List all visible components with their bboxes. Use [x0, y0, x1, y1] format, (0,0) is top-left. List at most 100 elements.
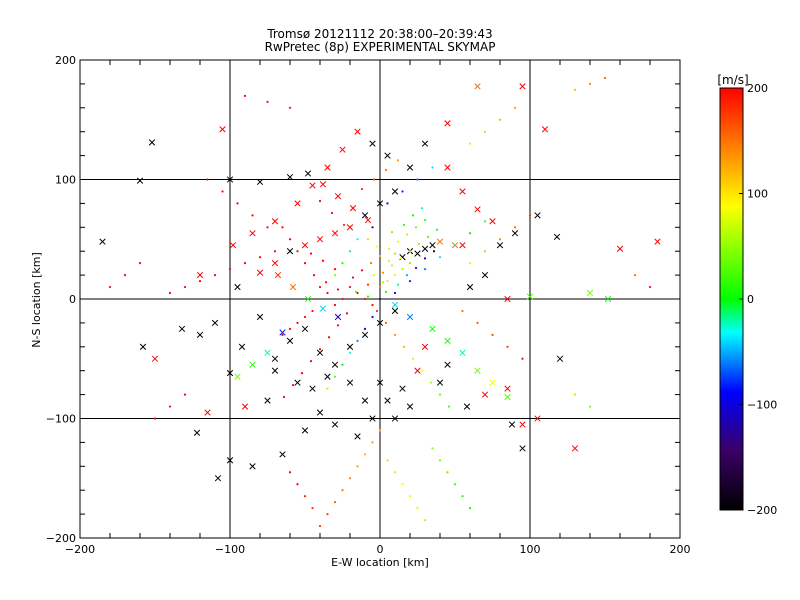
data-point-dot	[420, 207, 424, 210]
data-point-dot	[243, 262, 247, 265]
data-point-dot	[348, 285, 352, 289]
data-point-x	[346, 379, 354, 386]
y-tick-label: 100	[55, 174, 76, 187]
data-point-x	[496, 242, 504, 249]
data-point-dot	[491, 333, 494, 336]
y-tick-label: 0	[69, 293, 76, 306]
data-point-x	[414, 250, 421, 257]
data-point-x	[226, 176, 234, 183]
data-point-x	[334, 193, 342, 200]
data-point-dot	[446, 471, 449, 474]
data-point-dot	[300, 371, 304, 375]
data-point-dot	[386, 459, 389, 462]
data-point-dot	[438, 393, 442, 396]
data-point-dot	[366, 283, 370, 286]
data-point-x	[301, 242, 309, 249]
data-point-dot	[356, 238, 359, 241]
data-point-dot	[408, 495, 412, 498]
data-point-x	[271, 367, 279, 374]
data-point-dot	[399, 257, 403, 260]
data-point-dot	[423, 518, 427, 522]
data-point-x	[504, 295, 511, 303]
data-point-x	[421, 343, 429, 350]
data-point-dot	[108, 285, 112, 289]
data-point-dot	[438, 459, 442, 462]
data-point-x	[354, 433, 361, 440]
data-point-x	[406, 403, 414, 410]
data-point-dot	[168, 405, 172, 408]
data-point-dot	[363, 453, 367, 456]
data-point-x	[279, 329, 286, 336]
data-point-dot	[378, 297, 382, 301]
data-point-dot	[468, 142, 472, 145]
data-point-dot	[206, 178, 209, 181]
data-point-x	[504, 393, 511, 401]
data-point-dot	[390, 264, 394, 267]
data-point-x	[331, 421, 339, 428]
data-point-dot	[330, 211, 334, 215]
data-point-dot	[296, 250, 299, 253]
data-point-dot	[221, 190, 224, 193]
data-point-dot	[588, 82, 592, 85]
data-point-dot	[371, 441, 374, 444]
data-point-dot	[318, 524, 322, 528]
data-point-dot	[414, 266, 418, 270]
colorbar-tick-label: 0	[747, 293, 754, 306]
data-point-dot	[333, 303, 337, 307]
data-point-x	[294, 379, 301, 386]
data-point-dot	[416, 507, 419, 510]
data-point-dot	[326, 387, 329, 390]
x-axis-label: E-W location [km]	[331, 556, 429, 569]
data-point-x	[444, 337, 451, 344]
data-point-dot	[360, 269, 364, 272]
data-point-dot	[333, 274, 337, 277]
data-point-x	[334, 313, 342, 321]
data-point-dot	[236, 202, 239, 205]
data-point-dot	[396, 159, 400, 162]
data-point-x	[271, 355, 279, 362]
data-point-dot	[386, 202, 389, 205]
x-tick-label: 0	[377, 543, 384, 556]
data-point-x	[229, 242, 237, 249]
data-point-x	[376, 319, 384, 327]
data-point-dot	[333, 268, 337, 271]
data-point-x	[369, 415, 376, 422]
data-point-x	[384, 152, 391, 159]
colorbar-tick-label: −100	[747, 399, 777, 412]
data-point-x	[489, 218, 496, 225]
data-point-x	[436, 379, 444, 386]
data-point-dot	[633, 274, 637, 277]
data-point-dot	[266, 226, 269, 229]
data-point-dot	[153, 417, 157, 420]
data-point-x	[214, 475, 222, 482]
data-point-x	[331, 361, 339, 368]
data-point-dot	[318, 285, 322, 289]
data-point-x	[571, 445, 579, 452]
data-point-x	[211, 319, 219, 327]
data-point-x	[226, 369, 234, 377]
data-point-dot	[384, 168, 388, 172]
data-point-x	[553, 233, 561, 241]
data-point-dot	[183, 393, 187, 396]
data-point-dot	[366, 295, 370, 298]
data-point-x	[204, 409, 211, 416]
data-point-dot	[288, 238, 292, 241]
data-point-x	[489, 379, 496, 386]
data-point-dot	[371, 226, 374, 229]
data-point-dot	[281, 226, 284, 229]
data-point-x	[534, 415, 541, 422]
data-point-dot	[521, 357, 524, 360]
data-point-dot	[420, 369, 424, 372]
data-point-x	[391, 307, 399, 315]
data-point-x	[429, 325, 436, 333]
data-point-x	[346, 224, 354, 231]
data-point-x	[481, 271, 489, 279]
data-point-dot	[360, 187, 364, 191]
data-point-x	[241, 403, 249, 410]
data-point-dot	[378, 429, 382, 432]
data-point-x	[421, 140, 429, 147]
data-point-x	[391, 188, 399, 195]
data-point-x	[148, 139, 156, 146]
data-point-dot	[468, 262, 472, 265]
data-point-x	[421, 245, 429, 252]
